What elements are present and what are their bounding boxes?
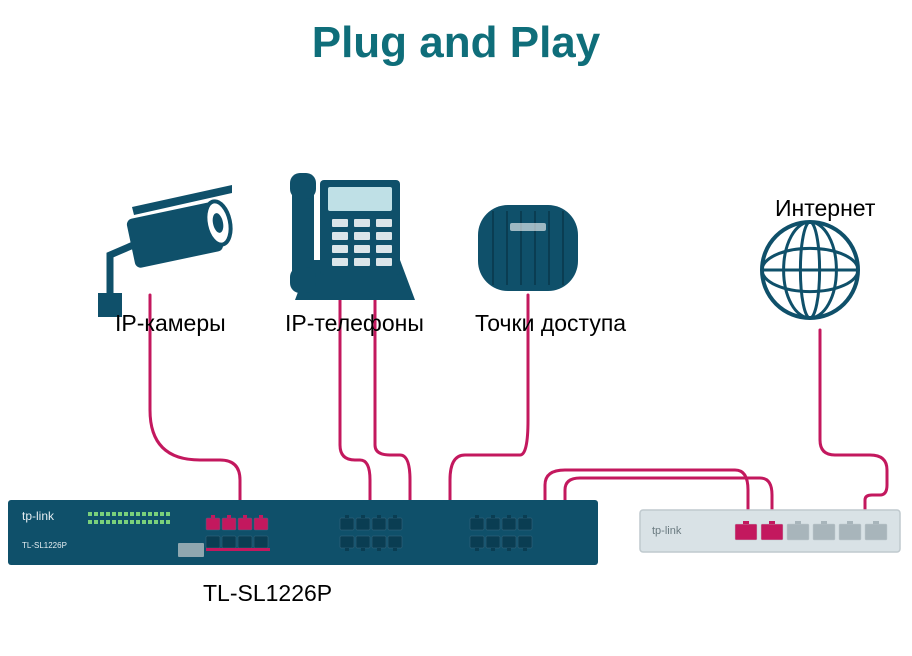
phone-label: IP-телефоны bbox=[285, 310, 424, 337]
svg-text:tp-link: tp-link bbox=[652, 525, 682, 537]
svg-text:TL-SL1226P: TL-SL1226P bbox=[22, 541, 67, 550]
internet-label: Интернет bbox=[775, 195, 875, 222]
secondary-switch: tp-link bbox=[640, 510, 900, 552]
main-switch: tp-link TL-SL1226P bbox=[8, 500, 598, 565]
model-label: TL-SL1226P bbox=[203, 580, 332, 607]
camera-icon bbox=[98, 185, 234, 317]
globe-icon bbox=[762, 222, 858, 318]
access-point-icon bbox=[478, 205, 578, 291]
camera-label: IP-камеры bbox=[115, 310, 226, 337]
phone-icon bbox=[290, 173, 415, 300]
ap-label: Точки доступа bbox=[475, 310, 626, 337]
svg-text:tp-link: tp-link bbox=[22, 509, 55, 523]
